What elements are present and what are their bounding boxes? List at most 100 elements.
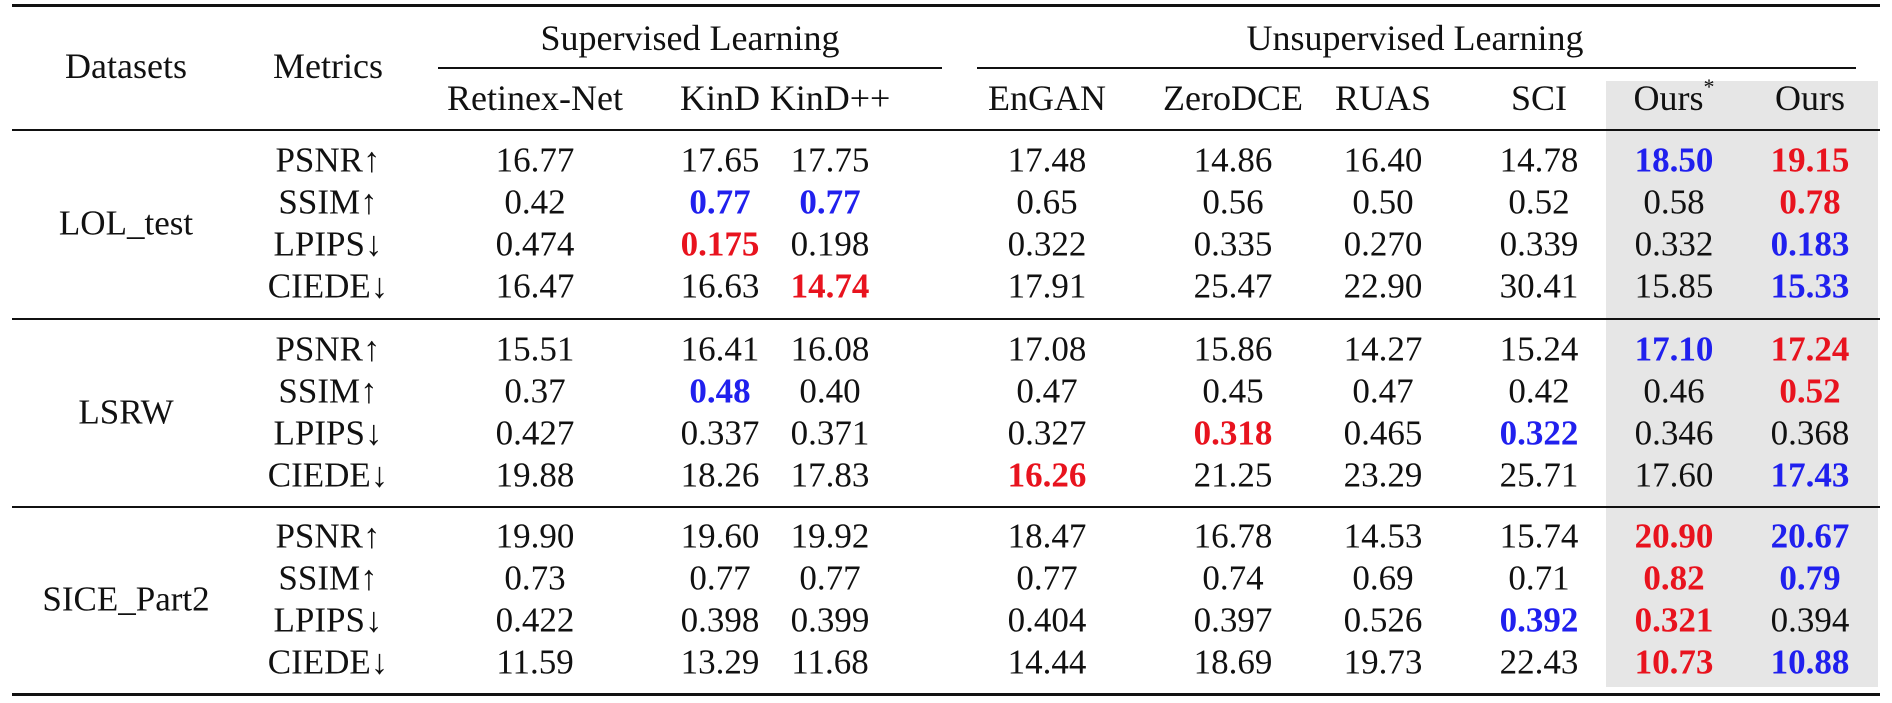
dataset-label: LOL_test <box>58 203 194 243</box>
value-cell: 14.78 <box>1499 140 1579 180</box>
header-datasets: Datasets <box>65 46 187 86</box>
section-rule-1 <box>12 318 1880 320</box>
value-cell-second: 0.392 <box>1499 600 1579 640</box>
metric-label: SSIM↑ <box>278 558 378 598</box>
value-cell-second: 0.79 <box>1779 558 1841 598</box>
value-cell-best: 16.26 <box>1007 455 1087 495</box>
header-metrics: Metrics <box>273 46 383 86</box>
value-cell: 0.335 <box>1193 224 1273 264</box>
value-cell: 14.44 <box>1007 642 1087 682</box>
value-cell: 25.71 <box>1499 455 1579 495</box>
value-cell-second: 0.322 <box>1499 413 1579 453</box>
value-cell-second: 18.50 <box>1634 140 1714 180</box>
value-cell: 0.73 <box>504 558 566 598</box>
value-cell: 0.58 <box>1643 182 1705 222</box>
value-cell: 16.08 <box>790 329 870 369</box>
value-cell: 16.78 <box>1193 516 1273 556</box>
section-rule-2 <box>12 506 1880 508</box>
value-cell: 0.368 <box>1770 413 1850 453</box>
value-cell: 11.59 <box>496 642 574 682</box>
method-asterisk: * <box>1703 74 1715 99</box>
value-cell: 15.86 <box>1193 329 1273 369</box>
metric-label: SSIM↑ <box>278 182 378 222</box>
value-cell: 17.60 <box>1634 455 1714 495</box>
header-method-3: KinD++ <box>769 78 891 118</box>
value-cell-second: 15.33 <box>1770 266 1850 306</box>
value-cell: 14.27 <box>1343 329 1423 369</box>
value-cell: 0.77 <box>689 558 751 598</box>
value-cell: 0.47 <box>1352 371 1414 411</box>
value-cell: 0.71 <box>1508 558 1570 598</box>
value-cell: 0.327 <box>1007 413 1087 453</box>
value-cell: 17.91 <box>1007 266 1087 306</box>
value-cell: 0.69 <box>1352 558 1414 598</box>
value-cell: 0.465 <box>1343 413 1423 453</box>
supervised-underline <box>438 67 942 69</box>
value-cell: 0.45 <box>1202 371 1264 411</box>
value-cell: 0.46 <box>1643 371 1705 411</box>
value-cell-second: 0.77 <box>689 182 751 222</box>
value-cell: 0.332 <box>1634 224 1714 264</box>
value-cell: 21.25 <box>1193 455 1273 495</box>
value-cell: 0.404 <box>1007 600 1087 640</box>
value-cell: 0.40 <box>799 371 861 411</box>
metric-label: PSNR↑ <box>275 140 381 180</box>
header-method-1: Retinex-Net <box>447 78 623 118</box>
value-cell: 0.47 <box>1016 371 1078 411</box>
value-cell: 0.346 <box>1634 413 1714 453</box>
value-cell: 0.399 <box>790 600 870 640</box>
value-cell: 0.337 <box>680 413 760 453</box>
value-cell: 0.42 <box>504 182 566 222</box>
value-cell: 17.83 <box>790 455 870 495</box>
value-cell-second: 17.10 <box>1634 329 1714 369</box>
metric-label: LPIPS↓ <box>273 600 383 640</box>
header-method-6: RUAS <box>1334 78 1432 118</box>
header-method-9: Ours <box>1775 78 1845 118</box>
value-cell-second: 17.43 <box>1770 455 1850 495</box>
value-cell-second: 0.183 <box>1770 224 1850 264</box>
value-cell: 30.41 <box>1499 266 1579 306</box>
metric-label: CIEDE↓ <box>267 455 389 495</box>
value-cell: 13.29 <box>680 642 760 682</box>
value-cell: 15.51 <box>495 329 575 369</box>
ours-columns-shade <box>1606 81 1878 687</box>
value-cell-second: 10.88 <box>1770 642 1850 682</box>
metric-label: LPIPS↓ <box>273 413 383 453</box>
group-supervised-learning: Supervised Learning <box>540 18 840 58</box>
header-method-2: KinD <box>680 78 760 118</box>
value-cell: 0.397 <box>1193 600 1273 640</box>
value-cell: 0.270 <box>1343 224 1423 264</box>
header-bottom-rule <box>12 129 1880 131</box>
value-cell: 0.77 <box>1016 558 1078 598</box>
value-cell-best: 0.175 <box>680 224 760 264</box>
header-method-4: EnGAN <box>988 78 1106 118</box>
value-cell-second: 20.67 <box>1770 516 1850 556</box>
value-cell: 0.50 <box>1352 182 1414 222</box>
value-cell-best: 14.74 <box>790 266 870 306</box>
header-method-5: ZeroDCE <box>1163 78 1303 118</box>
value-cell: 0.198 <box>790 224 870 264</box>
header-method-7: SCI <box>1510 78 1568 118</box>
value-cell: 19.92 <box>790 516 870 556</box>
value-cell: 0.77 <box>799 558 861 598</box>
value-cell: 15.74 <box>1499 516 1579 556</box>
value-cell: 0.394 <box>1770 600 1850 640</box>
metric-label: LPIPS↓ <box>273 224 383 264</box>
value-cell: 11.68 <box>791 642 869 682</box>
value-cell: 16.47 <box>495 266 575 306</box>
value-cell: 18.26 <box>680 455 760 495</box>
value-cell: 0.398 <box>680 600 760 640</box>
value-cell-second: 0.77 <box>799 182 861 222</box>
value-cell: 22.43 <box>1499 642 1579 682</box>
value-cell: 16.63 <box>680 266 760 306</box>
value-cell: 17.75 <box>790 140 870 180</box>
value-cell: 0.42 <box>1508 371 1570 411</box>
value-cell: 0.474 <box>495 224 575 264</box>
value-cell: 0.422 <box>495 600 575 640</box>
value-cell: 17.65 <box>680 140 760 180</box>
value-cell: 22.90 <box>1343 266 1423 306</box>
value-cell-best: 17.24 <box>1770 329 1850 369</box>
value-cell: 17.48 <box>1007 140 1087 180</box>
metric-label: PSNR↑ <box>275 516 381 556</box>
